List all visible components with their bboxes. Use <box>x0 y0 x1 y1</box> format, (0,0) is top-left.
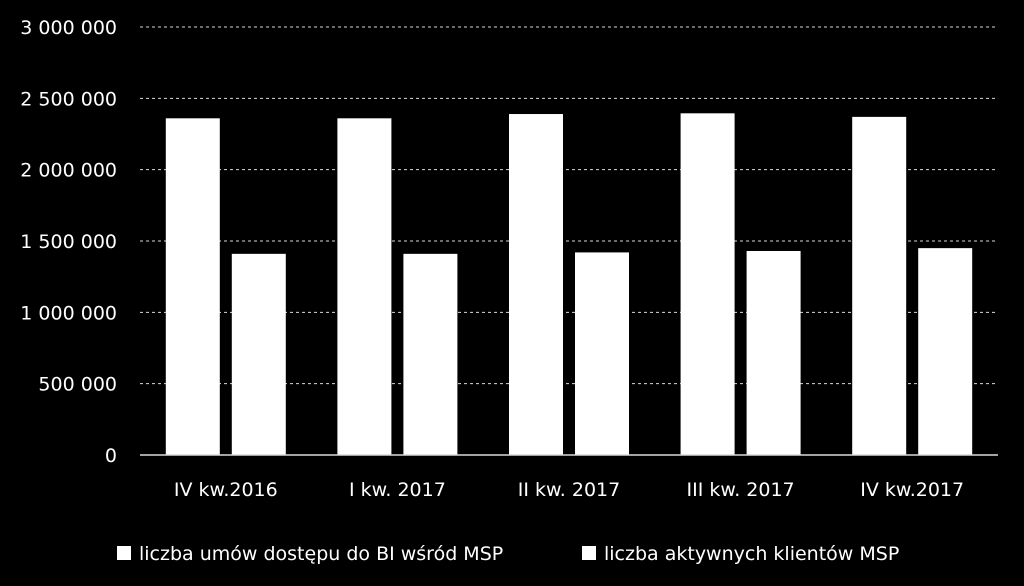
y-tick-label: 1 000 000 <box>20 302 117 324</box>
x-axis-categories: IV kw.2016 I kw. 2017 II kw. 2017 III kw. 2… <box>174 479 964 501</box>
y-axis-ticks: 0 500 000 1 000 000 1 500 000 2 000 000 2 500… <box>20 17 117 467</box>
legend-label: liczba umów dostępu do BI wśród MSP <box>139 543 503 565</box>
x-category-label: IV kw.2016 <box>174 479 278 501</box>
bar-series-2 <box>918 248 973 455</box>
bar-series-1 <box>165 118 220 455</box>
bar-series-1 <box>509 114 563 455</box>
legend-swatch <box>117 546 131 560</box>
bar-series-2 <box>231 253 286 455</box>
bar-series-1 <box>852 116 907 455</box>
legend-swatch <box>582 546 596 560</box>
bar-series-1 <box>337 118 392 455</box>
x-category-label: III kw. 2017 <box>687 479 795 501</box>
y-tick-label: 2 000 000 <box>20 160 117 182</box>
y-tick-label: 0 <box>105 445 117 467</box>
y-tick-label: 2 500 000 <box>20 88 117 110</box>
x-category-label: IV kw.2017 <box>860 479 964 501</box>
y-tick-label: 3 000 000 <box>20 17 117 39</box>
bar-series-2 <box>746 250 801 455</box>
bar-series-2 <box>403 253 458 455</box>
bars <box>165 113 973 456</box>
x-category-label: I kw. 2017 <box>349 479 446 501</box>
bar-series-2 <box>575 252 629 455</box>
y-tick-label: 500 000 <box>38 374 117 396</box>
x-category-label: II kw. 2017 <box>518 479 620 501</box>
bar-series-1 <box>680 113 735 456</box>
y-tick-label: 1 500 000 <box>20 231 117 253</box>
legend: liczba umów dostępu do BI wśród MSP liczb… <box>117 543 899 565</box>
legend-label: liczba aktywnych klientów MSP <box>604 543 899 565</box>
